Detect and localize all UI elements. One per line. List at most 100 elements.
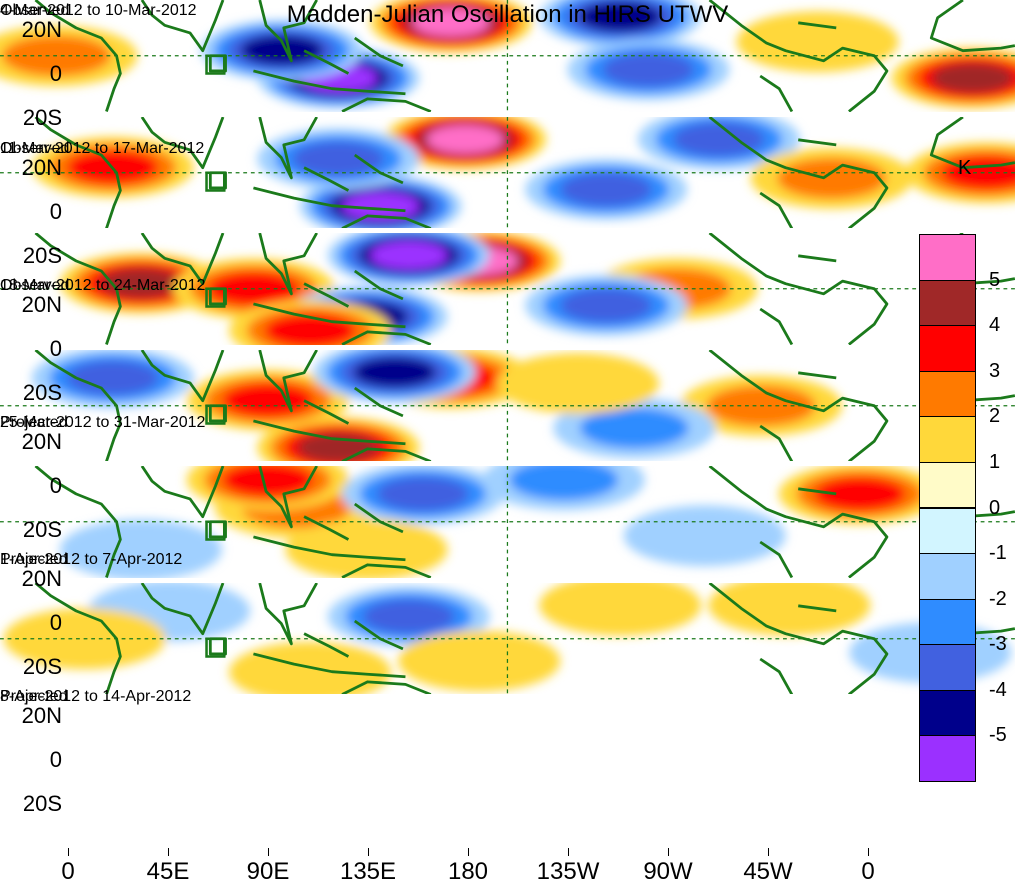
coastline [341,330,432,346]
colorbar-swatch [919,689,976,737]
longitude-axis: 0 45E 90E 135E 180 135W 90W 45W 0 [0,848,1015,887]
anomaly-contour [602,52,695,87]
anomaly-map [0,224,1015,361]
coastline [34,464,122,578]
coastline [253,535,406,562]
colorbar-label: 2 [989,405,1001,428]
colorbar-swatch [919,644,976,691]
coastline [253,302,406,329]
coastline [341,97,432,113]
colorbar-swatch [919,735,976,782]
panel-status: Projected [0,551,68,568]
latitude-label: 20N [21,155,62,180]
coastline [708,231,889,346]
anomaly-contour [496,352,660,414]
anomaly-contour [539,574,702,636]
anomaly-map-svg [0,341,1015,478]
colorbar-label: -1 [989,542,1007,565]
anomaly-contour [579,1,662,32]
anomaly-contour [426,124,504,153]
anomaly-contour [814,476,906,511]
colorbar-label: -4 [989,678,1007,701]
anomaly-contour [222,382,314,417]
latitude-label: 0 [49,199,62,224]
longitude-tick [668,848,669,856]
anomaly-contour [560,288,652,323]
longitude-label: 45W [743,858,793,885]
anomaly-map [0,341,1015,478]
colorbar-swatch [919,416,976,463]
panel-status: Projected [0,414,68,431]
coastline [303,165,350,192]
coastline [798,370,837,379]
panel-status: Observed [0,277,70,294]
coastline [253,419,406,445]
panel-period: 25-Mar-2012 to 31-Mar-2012 [0,414,206,431]
anomaly-map-svg [0,0,1015,113]
colorbar: 5 4 3 2 1 0 -1 -2 -3 -4 -5 [919,234,1007,782]
longitude-label: 135E [339,858,397,885]
coastline [253,652,406,678]
coastline [341,679,432,696]
coastline [140,115,225,169]
latitude-label: 20N [21,292,62,317]
coastline [341,446,432,463]
latitude-label: 20N [21,17,62,42]
coastline [708,581,889,696]
colorbar-unit: K [958,157,972,179]
coastline [34,231,122,345]
latitude-label: 20S [22,654,62,679]
colorbar-label: 5 [989,268,1001,291]
longitude-tick [168,848,169,856]
coastline [798,137,837,146]
panel-period: 1-Apr-2012 to 7-Apr-2012 [0,551,183,568]
anomaly-contour [67,360,159,395]
coastline [34,581,122,695]
anomaly-contour [222,463,314,497]
colorbar-swatch [919,507,976,555]
panel-stack: 20N 0 20S 4-Mar-2012 to 10-Mar-2012 Observed… [0,0,1015,816]
anomaly-contour [509,459,619,501]
longitude-tick [868,848,869,856]
latitude-label: 20S [22,517,62,542]
anomaly-map-svg [0,108,1015,237]
anomaly-contour [412,8,490,37]
anomaly-map [0,0,1015,117]
colorbar-swatch [919,234,976,281]
anomaly-contour [342,191,420,220]
anomaly-contour [59,519,223,581]
anomaly-contour [777,157,887,199]
coastline [258,232,318,296]
coastline [759,424,794,462]
anomaly-map-svg [0,224,1015,361]
coastline [303,515,350,541]
colorbar-label: 3 [989,359,1001,382]
coastline [341,213,432,230]
latitude-label: 20N [21,429,62,454]
anomaly-map [0,574,1015,703]
coastline [258,0,318,63]
longitude-label: 90W [643,858,693,885]
coastline [798,603,837,612]
anomaly-contour [579,407,689,448]
coastline [34,348,122,462]
anomaly-contour [99,267,183,299]
anomaly-map-svg [0,574,1015,703]
latitude-label: 0 [49,473,62,498]
coastline [759,307,794,346]
coastline [258,581,318,645]
colorbar-swatch [919,370,976,418]
anomaly-map [0,108,1015,237]
coastline [303,398,350,425]
coastline [759,74,794,113]
longitude-label: 90E [246,858,290,885]
coastline [708,115,889,230]
coastline [140,232,225,286]
panel-period: 18-Mar-2012 to 24-Mar-2012 [0,277,206,294]
coastline [34,0,122,112]
coastline [140,465,225,519]
coastline [34,115,122,229]
latitude-label: 0 [49,336,62,361]
longitude-tick [468,848,469,856]
coastline [708,348,889,463]
